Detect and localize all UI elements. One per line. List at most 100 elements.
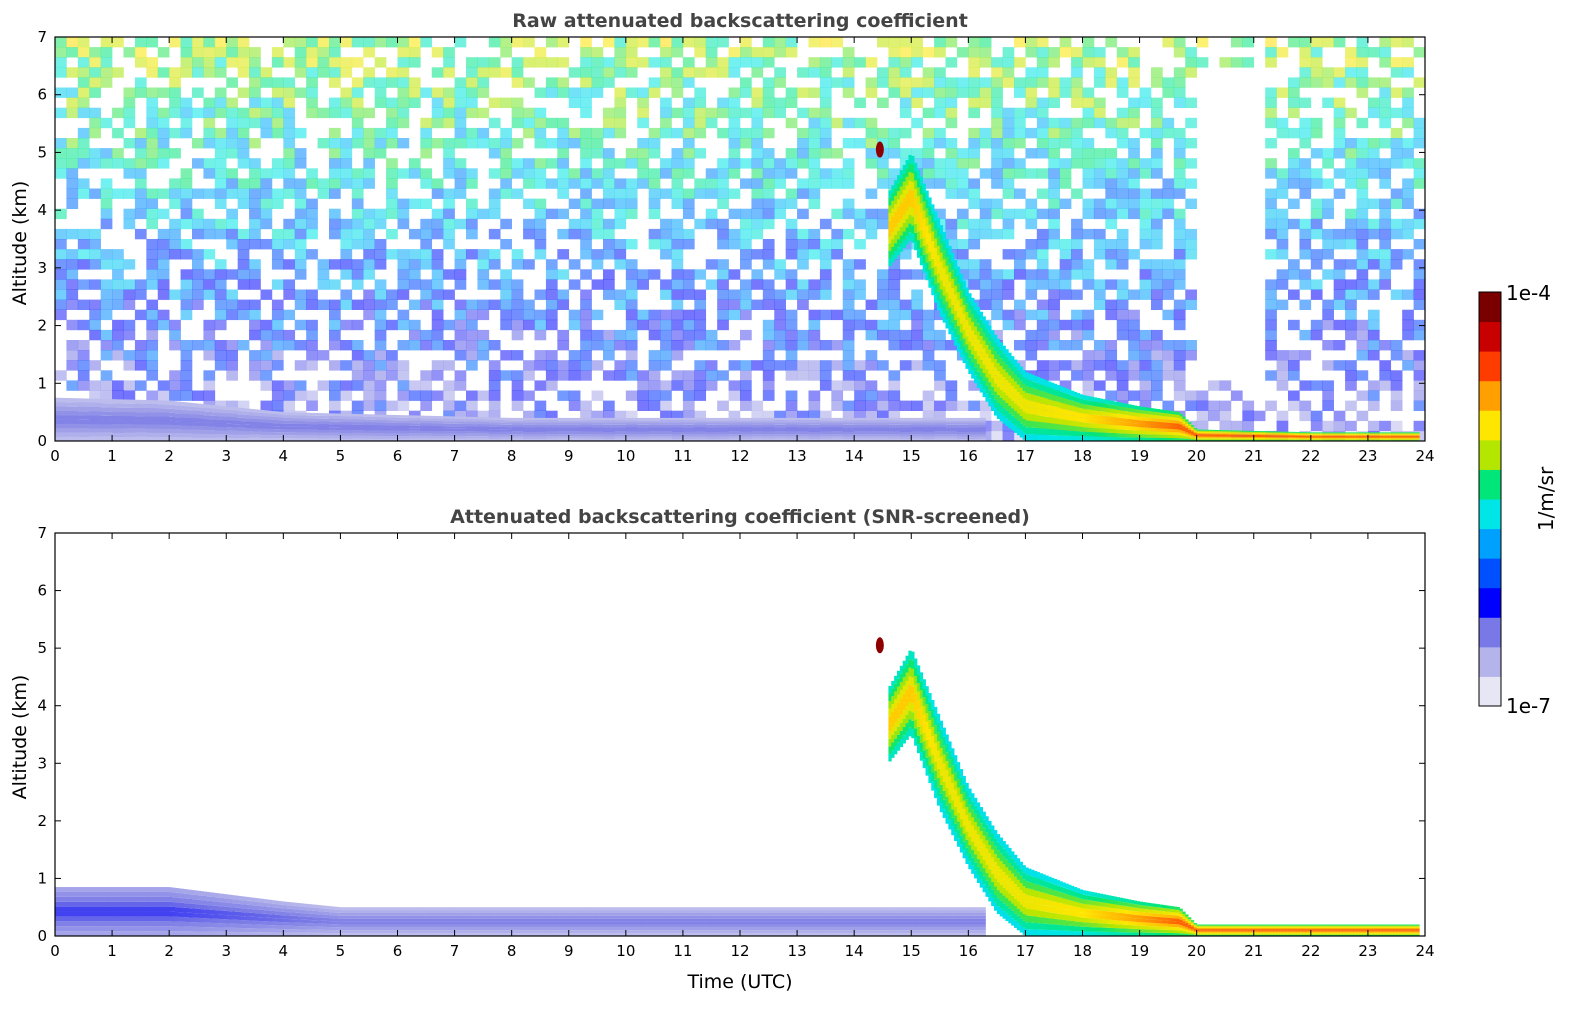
bottom-panel-ytick-label-1: 1: [37, 869, 47, 887]
top-panel-xtick-label-1: 1: [107, 447, 117, 465]
top-panel-xtick-label-22: 22: [1301, 447, 1320, 465]
bottom-panel-xlabel: Time (UTC): [686, 971, 792, 993]
bottom-panel-xtick-label-12: 12: [730, 942, 749, 960]
bottom-panel-xtick-label-1: 1: [107, 942, 117, 960]
bottom-panel-xtick-label-16: 16: [959, 942, 978, 960]
bottom-panel-xtick-label-7: 7: [450, 942, 460, 960]
bottom-panel-xtick-label-2: 2: [164, 942, 174, 960]
bottom-panel-point-feature-0: [875, 637, 884, 654]
top-panel-features: [55, 141, 1420, 441]
top-panel-ticks: 0 1 2 3 4 5 6 7 8 9 10 11 12 13 14 15 16 17 18 19 20 21 22 23 24…: [37, 28, 1434, 465]
top-panel-xtick-label-18: 18: [1073, 447, 1092, 465]
top-panel-ytick-label-1: 1: [37, 374, 47, 392]
colorbar-segment-3: [1479, 587, 1501, 618]
bottom-panel-xtick-label-3: 3: [221, 942, 231, 960]
colorbar-segment-11: [1479, 351, 1501, 382]
bottom-panel-ytick-label-0: 0: [37, 927, 47, 945]
bottom-panel-ytick-label-4: 4: [37, 697, 47, 715]
bottom-panel-xtick-label-23: 23: [1358, 942, 1377, 960]
bottom-panel-ytick-label-2: 2: [37, 812, 47, 830]
top-panel-xtick-label-2: 2: [164, 447, 174, 465]
bottom-panel-xtick-label-5: 5: [336, 942, 346, 960]
top-panel-xtick-label-21: 21: [1244, 447, 1263, 465]
colorbar-segment-13: [1479, 292, 1501, 323]
bottom-panel-ytick-label-3: 3: [37, 754, 47, 772]
bottom-panel-xtick-label-24: 24: [1415, 942, 1434, 960]
bottom-panel-frame: [54, 532, 1426, 937]
colorbar-segment-8: [1479, 439, 1501, 470]
bottom-panel-xtick-label-21: 21: [1244, 942, 1263, 960]
top-panel-xtick-label-8: 8: [507, 447, 517, 465]
bottom-panel-xtick-label-4: 4: [279, 942, 289, 960]
top-panel-xtick-label-9: 9: [564, 447, 574, 465]
top-panel-xtick-label-15: 15: [902, 447, 921, 465]
bottom-panel-xtick-label-22: 22: [1301, 942, 1320, 960]
bottom-panel-heatmap: [55, 637, 1420, 936]
top-panel-xtick-label-17: 17: [1016, 447, 1035, 465]
colorbar-min-label: 1e-7: [1506, 694, 1551, 718]
top-panel-xtick-label-7: 7: [450, 447, 460, 465]
bottom-panel-ytick-label-7: 7: [37, 524, 47, 542]
bottom-panel-ylabel: Altitude (km): [9, 675, 31, 800]
colorbar-segment-6: [1479, 499, 1501, 530]
top-panel-ytick-label-3: 3: [37, 259, 47, 277]
top-panel-xtick-label-4: 4: [279, 447, 289, 465]
bottom-panel-ytick-label-5: 5: [37, 639, 47, 657]
colorbar-segment-1: [1479, 646, 1501, 677]
colorbar: 1e-4 1e-7 1/m/sr: [1478, 281, 1558, 718]
top-panel-ytick-label-4: 4: [37, 201, 47, 219]
top-panel-xtick-label-24: 24: [1415, 447, 1434, 465]
bottom-panel-xtick-label-0: 0: [50, 942, 60, 960]
bottom-panel-xtick-label-14: 14: [845, 942, 864, 960]
top-panel-xtick-label-20: 20: [1187, 447, 1206, 465]
top-panel-point-feature-0: [875, 141, 884, 158]
top-panel-xtick-label-12: 12: [730, 447, 749, 465]
top-panel-xtick-label-13: 13: [788, 447, 807, 465]
bottom-panel: Attenuated backscattering coefficient (S…: [9, 506, 1435, 993]
bottom-panel-features: [55, 637, 1420, 936]
colorbar-max-label: 1e-4: [1506, 281, 1551, 305]
colorbar-segment-4: [1479, 558, 1501, 589]
colorbar-segment-7: [1479, 469, 1501, 500]
top-panel-ylabel: Altitude (km): [9, 181, 31, 306]
top-panel-ytick-label-2: 2: [37, 317, 47, 335]
bottom-panel-ticks: 0 1 2 3 4 5 6 7 8 9 10 11 12 13 14 15 16 17 18 19 20 21 22 23 24…: [37, 524, 1434, 960]
colorbar-unit-label: 1/m/sr: [1534, 466, 1558, 531]
colorbar-segment-10: [1479, 380, 1501, 411]
top-panel-xtick-label-16: 16: [959, 447, 978, 465]
bottom-panel-xtick-label-6: 6: [393, 942, 403, 960]
top-panel: Raw attenuated backscattering coefficien…: [9, 10, 1435, 465]
bottom-panel-xtick-label-20: 20: [1187, 942, 1206, 960]
colorbar-gradient: [1479, 292, 1501, 707]
top-panel-xtick-label-23: 23: [1358, 447, 1377, 465]
top-panel-ytick-label-0: 0: [37, 432, 47, 450]
bottom-panel-xtick-label-9: 9: [564, 942, 574, 960]
colorbar-frame: [1478, 291, 1502, 707]
top-panel-ytick-label-6: 6: [37, 86, 47, 104]
top-panel-ytick-label-5: 5: [37, 143, 47, 161]
bottom-panel-xtick-label-11: 11: [673, 942, 692, 960]
bottom-panel-xtick-label-17: 17: [1016, 942, 1035, 960]
bottom-panel-xtick-label-19: 19: [1130, 942, 1149, 960]
top-panel-xtick-label-0: 0: [50, 447, 60, 465]
top-panel-xtick-label-14: 14: [845, 447, 864, 465]
top-panel-noise-field: [55, 37, 1426, 442]
colorbar-segment-2: [1479, 617, 1501, 648]
bottom-panel-xtick-label-13: 13: [788, 942, 807, 960]
bottom-panel-title: Attenuated backscattering coefficient (S…: [450, 506, 1030, 528]
colorbar-segment-9: [1479, 410, 1501, 441]
bottom-panel-xtick-label-10: 10: [616, 942, 635, 960]
bottom-panel-xtick-label-18: 18: [1073, 942, 1092, 960]
bottom-panel-xtick-label-15: 15: [902, 942, 921, 960]
top-panel-xtick-label-3: 3: [221, 447, 231, 465]
colorbar-segment-12: [1479, 321, 1501, 352]
colorbar-segment-5: [1479, 528, 1501, 559]
bottom-panel-xtick-label-8: 8: [507, 942, 517, 960]
top-panel-xtick-label-10: 10: [616, 447, 635, 465]
top-panel-title: Raw attenuated backscattering coefficien…: [512, 10, 968, 32]
top-panel-heatmap: [55, 37, 1426, 442]
colorbar-segment-0: [1479, 676, 1501, 707]
top-panel-xtick-label-5: 5: [336, 447, 346, 465]
top-panel-xtick-label-19: 19: [1130, 447, 1149, 465]
